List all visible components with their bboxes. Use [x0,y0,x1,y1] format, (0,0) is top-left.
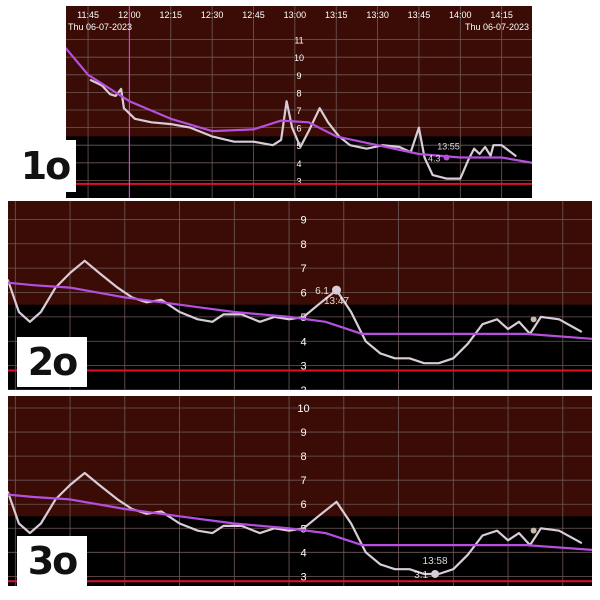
p3-y-tick-label: 3 [300,571,306,583]
p1-y-tick-label: 11 [294,36,303,46]
p3-highlight-time: 13:58 [423,556,448,567]
p3-y-tick-label: 4 [300,547,306,559]
p2-y-tick-label: 7 [300,263,306,275]
panel-label-1: 1o [14,140,76,192]
p3-y-tick-label: 9 [300,427,306,439]
p1-x-tick-1215: 12:15 [160,10,183,20]
header-date-right: Thu 06-07-2023 [465,22,530,32]
p1-y-tick-label: 10 [294,53,304,63]
p1-x-tick-1145: 11:45 [77,10,99,20]
p3-y-tick-label: 8 [300,451,306,463]
p3-y-tick-label: 7 [300,475,306,487]
p1-x-tick-1400: 14:00 [449,10,472,20]
p1-y-tick-label: 7 [296,106,301,116]
p3-y-tick-label: 10 [297,403,309,415]
p1-highlight-point[interactable] [443,154,450,161]
p2-y-tick-label: 8 [300,239,306,251]
header-date-left: Thu 06-07-2023 [68,22,133,32]
p1-y-tick-label: 6 [296,124,301,134]
p2-y-tick-label: 4 [300,336,306,348]
p2-highlight-point[interactable] [332,285,341,295]
p1-x-tick-1230: 12:30 [201,10,224,20]
p3-highlight-value: 3.1 [414,570,428,581]
p1-y-tick-label: 4 [296,159,301,169]
p2-y-tick-label: 3 [300,361,306,373]
p1-glucose-line [89,79,517,180]
p2-y-tick-label: 2 [300,385,306,390]
p1-y-tick-label: 9 [296,71,301,81]
p1-x-tick-1415: 14:15 [490,10,513,20]
p2-trend-line [8,281,592,340]
p2-highlight-value: 6.1 [315,286,329,297]
panel-label-3: 3o [17,536,87,586]
p2-reading-marker [530,316,537,323]
p1-y-tick-label: 8 [296,88,301,98]
p1-x-tick-1330: 13:30 [366,10,389,20]
chart-panel-2: 23456789106.113:47 [8,201,592,390]
panel-label-2: 2o [17,337,87,387]
p3-y-tick-label: 6 [300,499,306,511]
p2-highlight-time: 13:47 [324,296,349,307]
p3-reading-marker [530,527,537,534]
p2-y-tick-label: 6 [300,288,306,300]
p1-x-tick-1315: 13:15 [325,10,348,20]
p1-highlight-value: 4.3 [428,154,441,164]
p1-x-tick-1345: 13:45 [408,10,431,20]
p2-y-tick-label: 9 [300,214,306,226]
p2-y-tick-label: 10 [297,201,309,202]
p1-x-tick-1245: 12:45 [242,10,265,20]
p1-target-zone [66,136,532,198]
p3-trend-line [8,493,592,551]
p1-x-tick-1300: 13:00 [284,10,307,20]
p1-y-tick-label: 3 [296,176,301,186]
p1-trend-line [66,47,532,164]
p3-highlight-point[interactable] [431,569,440,578]
p1-highlight-time: 13:55 [437,142,460,152]
